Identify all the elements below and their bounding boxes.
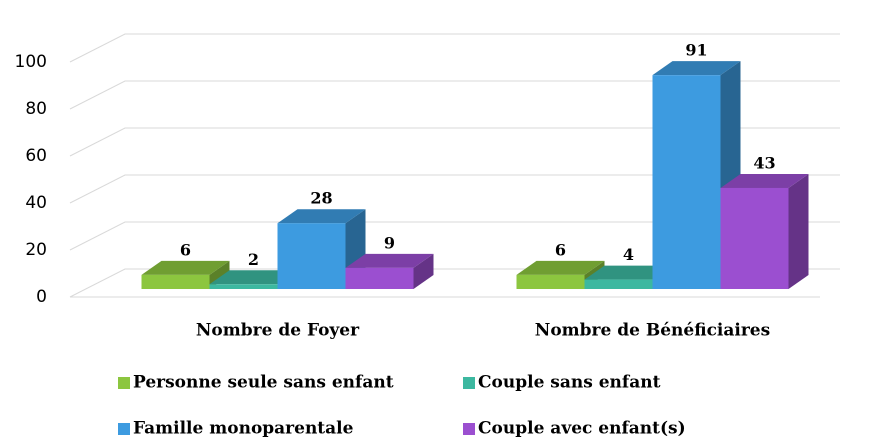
bar-side [788,173,809,289]
bar-top [345,253,434,268]
x-tick-label: Nombre de Foyer [196,321,360,341]
bar-top [584,265,673,280]
bar [345,253,434,289]
grid-line [69,221,840,251]
bar-front [345,267,414,289]
y-tick-label: 20 [25,240,47,260]
bar-top [209,270,298,285]
legend-label: Couple sans enfant [478,373,661,393]
x-tick-label: Nombre de Bénéficiaires [535,321,770,341]
bar-front [652,75,721,290]
bar-top [141,260,230,275]
bar-top [652,61,741,76]
legend-label: Personne seule sans enfant [133,373,394,393]
data-label: 9 [384,233,395,252]
data-label: 28 [310,189,332,208]
y-tick-label: 100 [15,52,47,72]
bar-front [516,274,585,289]
grid-line [69,174,840,204]
grid-line [69,127,840,157]
data-label: 2 [248,250,259,269]
legend-label: Famille monoparentale [133,419,354,439]
grid-line [69,80,840,110]
data-label: 6 [555,240,566,259]
y-tick-label: 40 [25,193,47,213]
data-label: 43 [753,153,775,172]
grid-line [69,33,840,63]
legend-label: Couple avec enfant(s) [478,419,686,439]
legend-swatch [463,377,475,389]
bar-top [720,173,809,188]
y-tick-label: 80 [25,99,47,119]
bar-front [277,223,346,289]
bar [720,173,809,289]
bar-front [584,279,653,289]
bar-top [277,209,366,224]
data-label: 91 [685,41,707,60]
bar-side [413,253,434,289]
legend-swatch [118,423,130,435]
legend-swatch [463,423,475,435]
bar-top [516,260,605,275]
bar-front [209,284,278,289]
legend-swatch [118,377,130,389]
y-tick-label: 0 [36,287,47,307]
y-tick-label: 60 [25,146,47,166]
data-label: 6 [180,240,191,259]
data-label: 4 [623,245,634,264]
bar-front [720,187,789,289]
bar-front [141,274,210,289]
bar [141,260,230,289]
